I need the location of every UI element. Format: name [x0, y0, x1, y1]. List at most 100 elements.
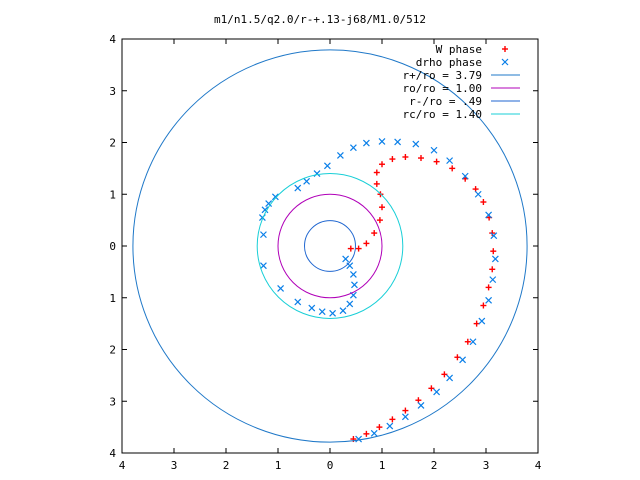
drho-phase-point-b: [346, 262, 354, 270]
drho-phase-point-b: [417, 401, 425, 409]
drho-phase-point: [346, 300, 354, 308]
drho-phase-point-b: [349, 271, 357, 278]
drho-phase-point: [378, 138, 386, 145]
w-phase-point: [373, 169, 380, 176]
y-tick-label: 3: [109, 395, 116, 408]
w-phase-point: [373, 180, 380, 187]
drho-phase-point: [339, 307, 347, 315]
w-phase-point: [389, 416, 396, 423]
drho-phase-point: [401, 413, 409, 421]
drho-phase-point-b: [346, 300, 354, 308]
w-phase-point: [489, 266, 496, 273]
drho-phase-point: [318, 308, 326, 316]
drho-phase-point: [386, 422, 394, 430]
drho-phase-point-b: [386, 422, 394, 430]
w-phase-point: [389, 156, 396, 163]
drho-phase-point: [417, 401, 425, 409]
drho-phase-point-b: [339, 307, 347, 315]
drho-phase-point-b: [489, 276, 497, 284]
drho-phase-point: [271, 193, 279, 201]
drho-phase-point: [265, 200, 273, 207]
drho-phase-point: [351, 281, 358, 289]
drho-phase-point-b: [394, 138, 402, 146]
x-tick-label: 0: [327, 459, 334, 472]
circle-line-2: [132, 49, 528, 443]
drho-phase-point-b: [401, 413, 409, 421]
drho-phase-point-b: [469, 338, 477, 346]
drho-phase-point-b: [349, 144, 357, 152]
circle-line-5: [256, 173, 404, 319]
drho-phase-point-b: [271, 193, 279, 201]
w-phase-point: [402, 407, 409, 414]
w-phase-point: [464, 338, 471, 345]
drho-phase-point: [412, 140, 420, 148]
drho-phase-point-b: [313, 170, 321, 177]
y-tick-label: 2: [109, 344, 116, 357]
x-tick-label: 4: [535, 459, 542, 472]
legend-label: ro/ro = 1.00: [403, 82, 482, 95]
drho-phase-point: [459, 356, 467, 364]
w-phase-point: [376, 217, 383, 224]
x-tick-label: 3: [171, 459, 178, 472]
drho-phase-point-b: [294, 298, 302, 306]
w-phase-point: [480, 199, 487, 206]
w-phase-point: [449, 165, 456, 172]
w-phase-point: [490, 248, 497, 255]
drho-phase-point: [474, 190, 482, 198]
drho-phase-point: [394, 138, 402, 146]
drho-phase-point: [277, 285, 285, 292]
w-phase-point: [489, 230, 496, 237]
drho-phase-point-b: [446, 374, 454, 382]
drho-phase-point: [308, 304, 316, 312]
drho-phase-point-b: [355, 435, 363, 443]
x-tick-label: 4: [119, 459, 126, 472]
circle-line-4: [304, 220, 356, 272]
drho-phase-point: [313, 170, 321, 177]
x-tick-label: 2: [223, 459, 230, 472]
drho-phase-point: [446, 374, 454, 382]
legend-label: rc/ro = 1.40: [403, 108, 482, 121]
drho-phase-point-b: [412, 140, 420, 148]
w-phase-point: [379, 161, 385, 168]
w-phase-point: [433, 158, 440, 165]
drho-phase-point-b: [277, 285, 285, 292]
drho-phase-point: [461, 172, 469, 180]
y-tick-label: 1: [109, 292, 116, 305]
drho-phase-point-b: [265, 200, 273, 207]
drho-phase-point: [260, 262, 267, 270]
drho-phase-point-b: [433, 388, 441, 396]
drho-phase-point-b: [491, 255, 499, 263]
y-tick-label: 0: [109, 240, 116, 253]
drho-phase-point: [446, 157, 454, 165]
drho-phase-point: [491, 255, 499, 263]
w-phase-point: [376, 424, 383, 431]
drho-phase-point: [469, 338, 477, 346]
drho-phase-point-b: [459, 356, 467, 364]
drho-phase-point-b: [478, 317, 486, 325]
drho-phase-point-b: [303, 177, 311, 185]
w-phase-point: [441, 371, 448, 378]
drho-phase-point: [370, 429, 378, 437]
plot-layer: [132, 49, 528, 443]
x-tick-label: 1: [379, 459, 386, 472]
drho-phase-point-b: [474, 190, 482, 198]
drho-phase-point: [433, 388, 441, 396]
drho-phase-point-b: [370, 429, 378, 437]
w-phase-point: [371, 230, 378, 237]
x-tick-label: 3: [483, 459, 490, 472]
w-phase-point: [379, 204, 385, 211]
y-tick-label: 4: [109, 33, 116, 46]
legend-label: W phase: [436, 43, 482, 56]
w-phase-point: [402, 153, 409, 160]
drho-phase-point: [336, 152, 344, 159]
circle-line-3: [277, 193, 383, 299]
w-phase-point: [355, 245, 362, 252]
drho-phase-point: [490, 232, 498, 240]
drho-phase-point: [349, 271, 357, 278]
drho-phase-point-b: [329, 309, 337, 317]
w-phase-point: [428, 385, 435, 392]
drho-phase-point-b: [485, 211, 493, 219]
drho-phase-point: [260, 231, 267, 239]
drho-phase-point: [303, 177, 311, 185]
